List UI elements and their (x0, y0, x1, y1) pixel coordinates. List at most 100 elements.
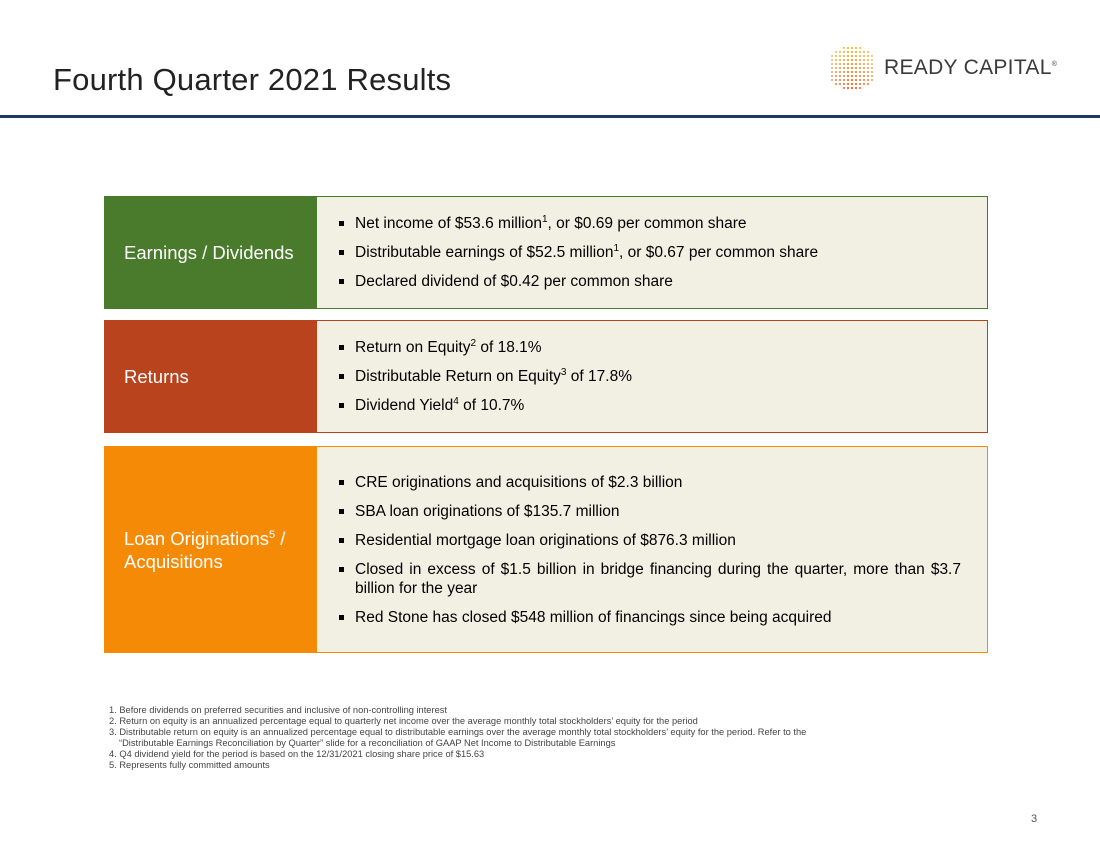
logo-dot (850, 58, 854, 62)
loan-originations-label: Loan Originations5 /Acquisitions (105, 447, 317, 652)
logo-dot (839, 79, 841, 81)
logo-dot (867, 75, 869, 77)
returns-list: Return on Equity2 of 18.1% Distributable… (339, 338, 961, 415)
logo-dot (846, 86, 850, 90)
logo-dot (871, 55, 873, 57)
logo-dot (831, 67, 833, 69)
company-logo: READY CAPITAL® (829, 44, 1057, 92)
loan-originations-list: CRE originations and acquisitions of $2.… (339, 473, 961, 627)
logo-dot (850, 50, 854, 54)
logo-dot (842, 74, 846, 78)
logo-dot (835, 71, 837, 73)
logo-dot (863, 75, 865, 77)
returns-section: Returns Return on Equity2 of 18.1% Distr… (104, 320, 988, 433)
logo-dot (867, 67, 869, 69)
logo-dot (863, 83, 865, 85)
logo-dot (854, 82, 858, 86)
logo-dot (831, 59, 833, 61)
logo-dot (858, 58, 862, 62)
list-item: SBA loan originations of $135.7 million (339, 502, 961, 521)
header-rule (0, 115, 1100, 118)
logo-dot (842, 62, 846, 66)
dot-grid-logo-icon (831, 46, 873, 90)
logo-dot (863, 79, 865, 81)
logo-dot (846, 46, 850, 50)
list-item: Return on Equity2 of 18.1% (339, 338, 961, 357)
logo-dot (858, 74, 862, 78)
logo-dot (850, 78, 854, 82)
list-item: Declared dividend of $0.42 per common sh… (339, 272, 961, 291)
logo-dot (858, 86, 862, 90)
logo-dot (858, 54, 862, 58)
page-number: 3 (1031, 813, 1038, 825)
logo-dot (842, 50, 846, 54)
logo-dot (871, 75, 873, 77)
logo-dot (842, 46, 846, 50)
logo-dot (867, 51, 869, 53)
logo-dot (846, 58, 850, 62)
logo-dot (858, 50, 862, 54)
logo-dot (871, 67, 873, 69)
list-item: Distributable Return on Equity3 of 17.8% (339, 367, 961, 386)
loan-originations-content: CRE originations and acquisitions of $2.… (317, 447, 987, 652)
footnote: 1. Before dividends on preferred securit… (109, 705, 447, 715)
logo-dot (850, 62, 854, 66)
logo-dot (858, 70, 862, 74)
logo-dot (854, 74, 858, 78)
returns-content: Return on Equity2 of 18.1% Distributable… (317, 321, 987, 432)
logo-dot (839, 67, 841, 69)
list-item: Closed in excess of $1.5 billion in brid… (339, 560, 961, 598)
logo-dot (854, 58, 858, 62)
logo-dot (839, 51, 841, 53)
logo-dot (835, 79, 837, 81)
logo-dot (846, 66, 850, 70)
logo-dot (842, 70, 846, 74)
logo-dot (867, 83, 869, 85)
logo-dot (858, 66, 862, 70)
logo-dot (858, 46, 862, 50)
logo-dot (854, 62, 858, 66)
list-item: Net income of $53.6 million1, or $0.69 p… (339, 214, 961, 233)
logo-dot (835, 83, 837, 85)
footnotes: 1. Before dividends on preferred securit… (109, 705, 959, 771)
slide-title: Fourth Quarter 2021 Results (53, 62, 452, 97)
logo-dot (854, 78, 858, 82)
logo-dot (863, 51, 865, 53)
logo-dot (835, 67, 837, 69)
logo-dot (839, 59, 841, 61)
logo-dot (835, 75, 837, 77)
logo-dot (871, 59, 873, 61)
logo-dot (831, 75, 833, 77)
logo-dot (850, 46, 854, 50)
logo-dot (842, 58, 846, 62)
logo-dot (871, 63, 873, 65)
logo-dot (854, 50, 858, 54)
logo-dot (835, 55, 837, 57)
earnings-dividends-label: Earnings / Dividends (105, 197, 317, 308)
footnote: “Distributable Earnings Reconciliation b… (119, 738, 616, 748)
logo-dot (846, 70, 850, 74)
logo-dot (850, 82, 854, 86)
returns-label-text: Returns (124, 366, 189, 387)
logo-dot (850, 74, 854, 78)
logo-dot (850, 66, 854, 70)
logo-dot (863, 55, 865, 57)
logo-dot (850, 70, 854, 74)
logo-dot (846, 74, 850, 78)
logo-dot (846, 78, 850, 82)
footnote: 5. Represents fully committed amounts (109, 760, 270, 770)
logo-dot (867, 71, 869, 73)
earnings-dividends-section: Earnings / Dividends Net income of $53.6… (104, 196, 988, 309)
logo-dot (871, 71, 873, 73)
logo-dot (831, 63, 833, 65)
logo-dot (854, 66, 858, 70)
logo-dot (863, 63, 865, 65)
logo-dot (839, 75, 841, 77)
logo-dot (835, 59, 837, 61)
logo-dot (842, 78, 846, 82)
logo-dot (842, 66, 846, 70)
logo-dot (854, 70, 858, 74)
logo-dot (842, 54, 846, 58)
logo-dot (858, 82, 862, 86)
logo-dot (863, 59, 865, 61)
